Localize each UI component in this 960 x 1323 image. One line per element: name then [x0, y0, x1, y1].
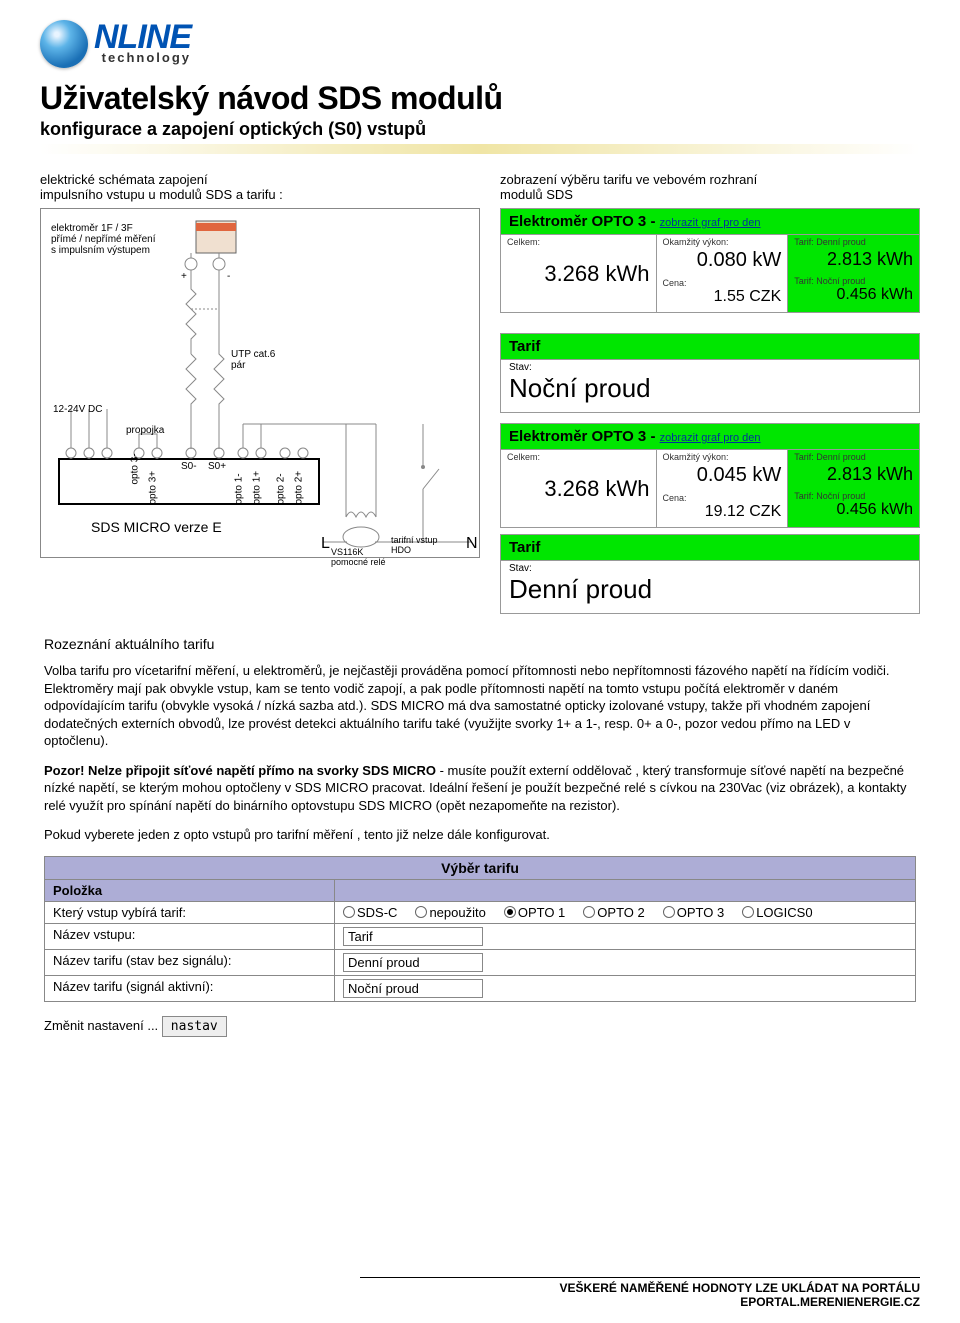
- page-subtitle: konfigurace a zapojení optických (S0) vs…: [40, 119, 920, 140]
- logo-globe-icon: [40, 20, 88, 68]
- radio-group: SDS-C nepoužito OPTO 1 OPTO 2 OPTO 3 LOGICS0: [335, 902, 915, 923]
- page-title: Uživatelský návod SDS modulů: [40, 80, 920, 117]
- schematic-diagram: elektroměr 1F / 3F přímé / nepřímé měřen…: [40, 208, 480, 558]
- radio-option[interactable]: SDS-C: [343, 905, 397, 920]
- tarif-panel-2: Tarif Stav: Denní proud: [500, 534, 920, 614]
- submit-row: Změnit nastavení ... nastav: [44, 1018, 916, 1034]
- logo-subtext: technology: [94, 50, 191, 65]
- paragraph-2: Pozor! Nelze připojit síťové napětí přím…: [44, 762, 916, 815]
- config-title: Výběr tarifu: [44, 856, 916, 880]
- decorative-bar: [40, 144, 920, 154]
- tarif-value: Denní proud: [509, 574, 911, 605]
- config-header: Položka: [45, 880, 335, 901]
- radio-option[interactable]: LOGICS0: [742, 905, 812, 920]
- graph-link[interactable]: zobrazit graf pro den: [660, 432, 761, 444]
- graph-link[interactable]: zobrazit graf pro den: [660, 217, 761, 229]
- config-table: Výběr tarifu Položka Který vstup vybírá …: [44, 856, 916, 1002]
- meter-panel-1: Elektroměr OPTO 3 - zobrazit graf pro de…: [500, 208, 920, 313]
- meter-panel-2: Elektroměr OPTO 3 - zobrazit graf pro de…: [500, 423, 920, 528]
- radio-option[interactable]: OPTO 1: [504, 905, 565, 920]
- paragraph-3: Pokud vyberete jeden z opto vstupů pro t…: [44, 826, 916, 844]
- meter-total: 3.268 kWh: [507, 247, 650, 287]
- input-name[interactable]: Tarif: [343, 927, 483, 946]
- paragraph-1: Volba tarifu pro vícetarifní měření, u e…: [44, 662, 916, 750]
- tarif-panel-1: Tarif Stav: Noční proud: [500, 333, 920, 413]
- input-tarif-signal[interactable]: Noční proud: [343, 979, 483, 998]
- radio-option[interactable]: OPTO 3: [663, 905, 724, 920]
- logo-text: NLINE: [94, 23, 191, 52]
- right-label: zobrazení výběru tarifu ve vebovém rozhr…: [500, 172, 920, 202]
- input-tarif-nosignal[interactable]: Denní proud: [343, 953, 483, 972]
- section-title: Rozeznání aktuálního tarifu: [44, 636, 920, 652]
- submit-button[interactable]: nastav: [162, 1016, 227, 1037]
- footer: VEŠKERÉ NAMĚŘENÉ HODNOTY LZE UKLÁDAT NA …: [360, 1277, 920, 1309]
- tarif-value: Noční proud: [509, 373, 911, 404]
- radio-option[interactable]: OPTO 2: [583, 905, 644, 920]
- logo: NLINE technology: [40, 20, 920, 68]
- left-label: elektrické schémata zapojení impulsního …: [40, 172, 480, 202]
- radio-option[interactable]: nepoužito: [415, 905, 485, 920]
